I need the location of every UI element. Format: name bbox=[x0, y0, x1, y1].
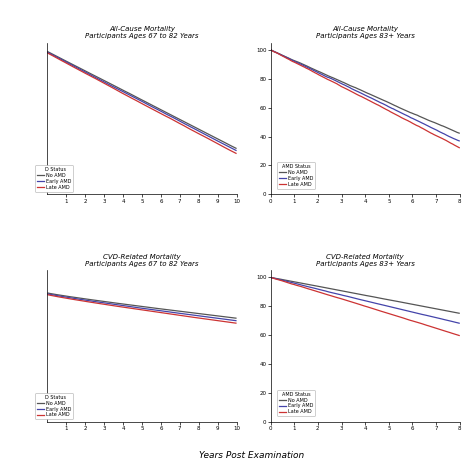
Title: CVD-Related Mortality
Participants Ages 67 to 82 Years: CVD-Related Mortality Participants Ages … bbox=[85, 254, 199, 267]
Legend: No AMD, Early AMD, Late AMD: No AMD, Early AMD, Late AMD bbox=[35, 165, 73, 192]
Title: All-Cause Mortality
Participants Ages 67 to 82 Years: All-Cause Mortality Participants Ages 67… bbox=[85, 26, 199, 39]
Text: Years Post Examination: Years Post Examination bbox=[199, 451, 304, 460]
Legend: No AMD, Early AMD, Late AMD: No AMD, Early AMD, Late AMD bbox=[277, 162, 315, 189]
Title: CVD-Related Mortality
Participants Ages 83+ Years: CVD-Related Mortality Participants Ages … bbox=[316, 254, 415, 267]
Legend: No AMD, Early AMD, Late AMD: No AMD, Early AMD, Late AMD bbox=[35, 392, 73, 419]
Legend: No AMD, Early AMD, Late AMD: No AMD, Early AMD, Late AMD bbox=[277, 390, 315, 416]
Title: All-Cause Mortality
Participants Ages 83+ Years: All-Cause Mortality Participants Ages 83… bbox=[316, 26, 415, 39]
